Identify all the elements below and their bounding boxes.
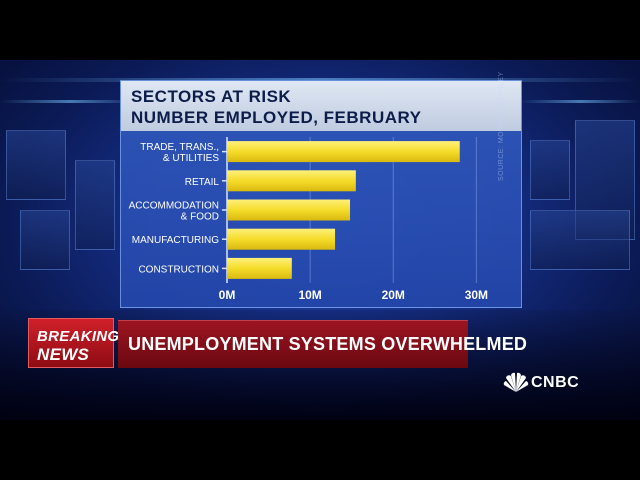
bar [227, 141, 460, 163]
headline-banner: UNEMPLOYMENT SYSTEMS OVERWHELMED [118, 320, 527, 368]
category-label: TRADE, TRANS., [140, 142, 219, 153]
category-label: MANUFACTURING [132, 235, 219, 246]
letterbox-bottom [0, 420, 640, 480]
peacock-icon [503, 372, 529, 392]
chart-title: SECTORS AT RISK [131, 87, 292, 106]
x-tick-label: 20M [382, 288, 405, 302]
bar [227, 170, 356, 192]
breaking-news-tag: BREAKING NEWS [28, 318, 119, 368]
studio-light-strip [0, 100, 140, 103]
studio-wall-panel [20, 210, 70, 270]
studio-light-strip [520, 100, 640, 103]
x-tick-label: 10M [298, 288, 321, 302]
network-logo-text: CNBC [531, 374, 580, 391]
chart-source: SOURCE: MORGAN STANLEY [498, 71, 505, 181]
x-tick-label: 0M [219, 288, 236, 302]
studio-wall-panel [75, 160, 115, 250]
chart-subtitle: NUMBER EMPLOYED, FEBRUARY [131, 108, 422, 127]
studio-wall-panel [530, 210, 630, 270]
category-label: ACCOMMODATION [129, 201, 219, 212]
x-tick-label: 30M [465, 288, 488, 302]
breaking-label: BREAKING [37, 328, 120, 345]
category-label: CONSTRUCTION [138, 264, 219, 275]
studio-wall-panel [6, 130, 66, 200]
bar [227, 257, 292, 279]
letterbox-top [0, 0, 640, 60]
category-label: & UTILITIES [163, 153, 219, 164]
network-logo: CNBC [503, 372, 613, 394]
bar [227, 228, 336, 250]
news-label: NEWS [37, 345, 90, 364]
category-label: & FOOD [181, 212, 219, 223]
bar [227, 199, 351, 221]
studio-wall-panel [530, 140, 570, 200]
chart-header: SECTORS AT RISK NUMBER EMPLOYED, FEBRUAR… [121, 81, 521, 131]
category-label: RETAIL [185, 177, 220, 188]
headline-text: UNEMPLOYMENT SYSTEMS OVERWHELMED [128, 334, 528, 354]
chart-panel: SECTORS AT RISK NUMBER EMPLOYED, FEBRUAR… [120, 71, 522, 308]
bar-chart: TRADE, TRANS.,& UTILITIES RETAIL ACCOMMODA… [129, 137, 488, 302]
